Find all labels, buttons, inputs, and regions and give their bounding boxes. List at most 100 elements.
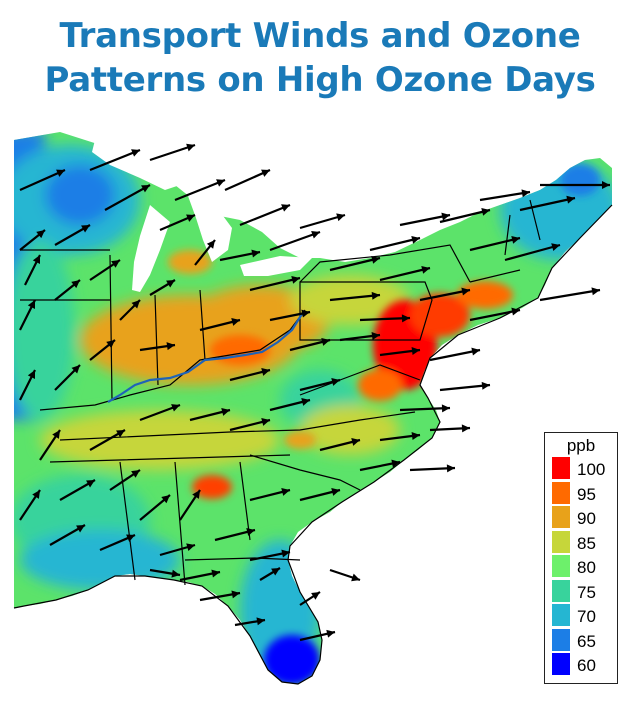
ozone-hotspot-connecticut — [457, 281, 513, 309]
wind-arrow — [194, 239, 216, 266]
wind-arrow — [59, 479, 96, 501]
title-line-1: Transport Winds and Ozone — [59, 16, 581, 56]
wind-arrow — [409, 464, 456, 473]
ozone-mid-zone-carolina — [300, 405, 400, 455]
wind-arrow — [249, 549, 291, 562]
wind-arrow — [99, 533, 136, 552]
ozone-mid-zone-plains — [14, 240, 75, 420]
wind-arrow — [319, 438, 361, 452]
wind-arrow — [214, 528, 256, 542]
ozone-warm-spot-nc — [284, 431, 316, 449]
wind-arrow — [139, 494, 171, 521]
legend-swatch — [552, 604, 570, 626]
wind-arrow — [19, 229, 46, 251]
great-lakes — [92, 140, 376, 292]
wind-arrow — [199, 590, 241, 602]
lake-huron — [188, 196, 232, 262]
legend-level-label: 60 — [577, 656, 596, 675]
legend-level-label: 90 — [577, 509, 596, 528]
wind-arrow — [329, 291, 381, 302]
wind-arrow — [269, 230, 321, 252]
wind-arrow — [399, 404, 451, 413]
wind-arrow — [19, 369, 36, 401]
wind-arrow — [249, 275, 301, 292]
wind-arrow — [519, 195, 576, 212]
wind-arrow — [89, 429, 126, 451]
wind-arrow — [199, 318, 241, 332]
wind-arrow — [149, 568, 181, 578]
wind-arrow — [439, 207, 491, 224]
legend-swatch — [552, 481, 570, 504]
wind-arrow — [504, 243, 561, 262]
lake-superior — [92, 140, 180, 190]
ozone-mid-zone-pennsylvania — [290, 275, 410, 325]
lake-ontario — [320, 240, 376, 256]
map-title: Transport Winds and Ozone Patterns on Hi… — [0, 14, 640, 102]
border-indiana-illinois — [109, 254, 206, 401]
wind-arrow — [249, 488, 291, 502]
ozone-low-zone-wisconsin — [45, 165, 115, 225]
wind-arrows — [19, 143, 610, 642]
wind-arrow — [359, 459, 401, 472]
wind-arrow — [139, 403, 181, 422]
wind-arrow — [439, 381, 491, 392]
wind-arrow — [429, 424, 471, 433]
wind-arrow — [159, 543, 196, 557]
legend-level-label: 100 — [577, 460, 606, 479]
ozone-hotspot-new-jersey — [410, 293, 470, 337]
wind-arrow — [469, 307, 521, 322]
border-pennsylvania — [299, 281, 433, 341]
wind-arrow — [19, 168, 66, 192]
border-gulf-states — [49, 454, 291, 586]
border-new-york — [299, 244, 471, 283]
wind-arrow — [399, 212, 451, 227]
wind-arrow — [329, 568, 361, 582]
wind-arrow — [149, 279, 176, 296]
lake-erie — [240, 256, 312, 276]
legend-level-label: 85 — [577, 533, 596, 553]
wind-arrow — [229, 418, 271, 432]
wind-arrow — [479, 189, 531, 202]
ozone-hotspot-atlanta — [192, 475, 232, 499]
ozone-warm-spot-virginia — [358, 369, 402, 401]
wind-arrow — [540, 181, 610, 189]
ozone-low-zone-gulf — [20, 530, 180, 590]
wind-arrow — [139, 342, 176, 352]
border-ohio-river — [39, 309, 306, 411]
wind-arrow — [379, 432, 421, 442]
legend-swatch — [552, 579, 570, 602]
wind-arrow — [299, 591, 321, 606]
wind-arrow — [269, 398, 311, 412]
wind-arrow — [119, 299, 141, 321]
wind-arrow — [259, 567, 281, 581]
wind-arrow — [174, 178, 226, 202]
wind-arrow — [299, 213, 346, 230]
wind-arrow — [89, 259, 121, 281]
wind-arrow — [189, 408, 231, 422]
wind-arrow — [104, 184, 151, 211]
wind-arrow — [54, 279, 81, 301]
wind-arrow — [159, 213, 196, 232]
legend-level-label: 95 — [577, 484, 596, 504]
wind-arrow — [269, 309, 311, 322]
wind-arrow — [469, 235, 521, 252]
wind-arrow — [179, 569, 221, 582]
rivers — [107, 313, 303, 403]
border-carolinas — [249, 454, 361, 491]
ozone-map — [13, 132, 613, 685]
legend-swatch — [552, 506, 570, 528]
border-tennessee — [59, 411, 416, 441]
legend-level-label: 65 — [577, 631, 596, 651]
legend-level-label: 70 — [577, 607, 596, 626]
title-line-2: Patterns on High Ozone Days — [44, 60, 596, 100]
wind-arrow — [539, 287, 601, 302]
legend-level-label: 75 — [577, 582, 596, 602]
wind-arrow — [49, 524, 86, 546]
legend-unit-label: ppb — [566, 436, 596, 455]
wind-arrow — [234, 617, 266, 627]
wind-arrow — [54, 364, 81, 391]
wind-arrow — [89, 339, 116, 361]
ohio-river — [107, 313, 303, 403]
legend-swatch — [552, 457, 570, 479]
ozone-legend: ppb 100 95 90 85 80 75 70 65 60 — [544, 432, 618, 684]
